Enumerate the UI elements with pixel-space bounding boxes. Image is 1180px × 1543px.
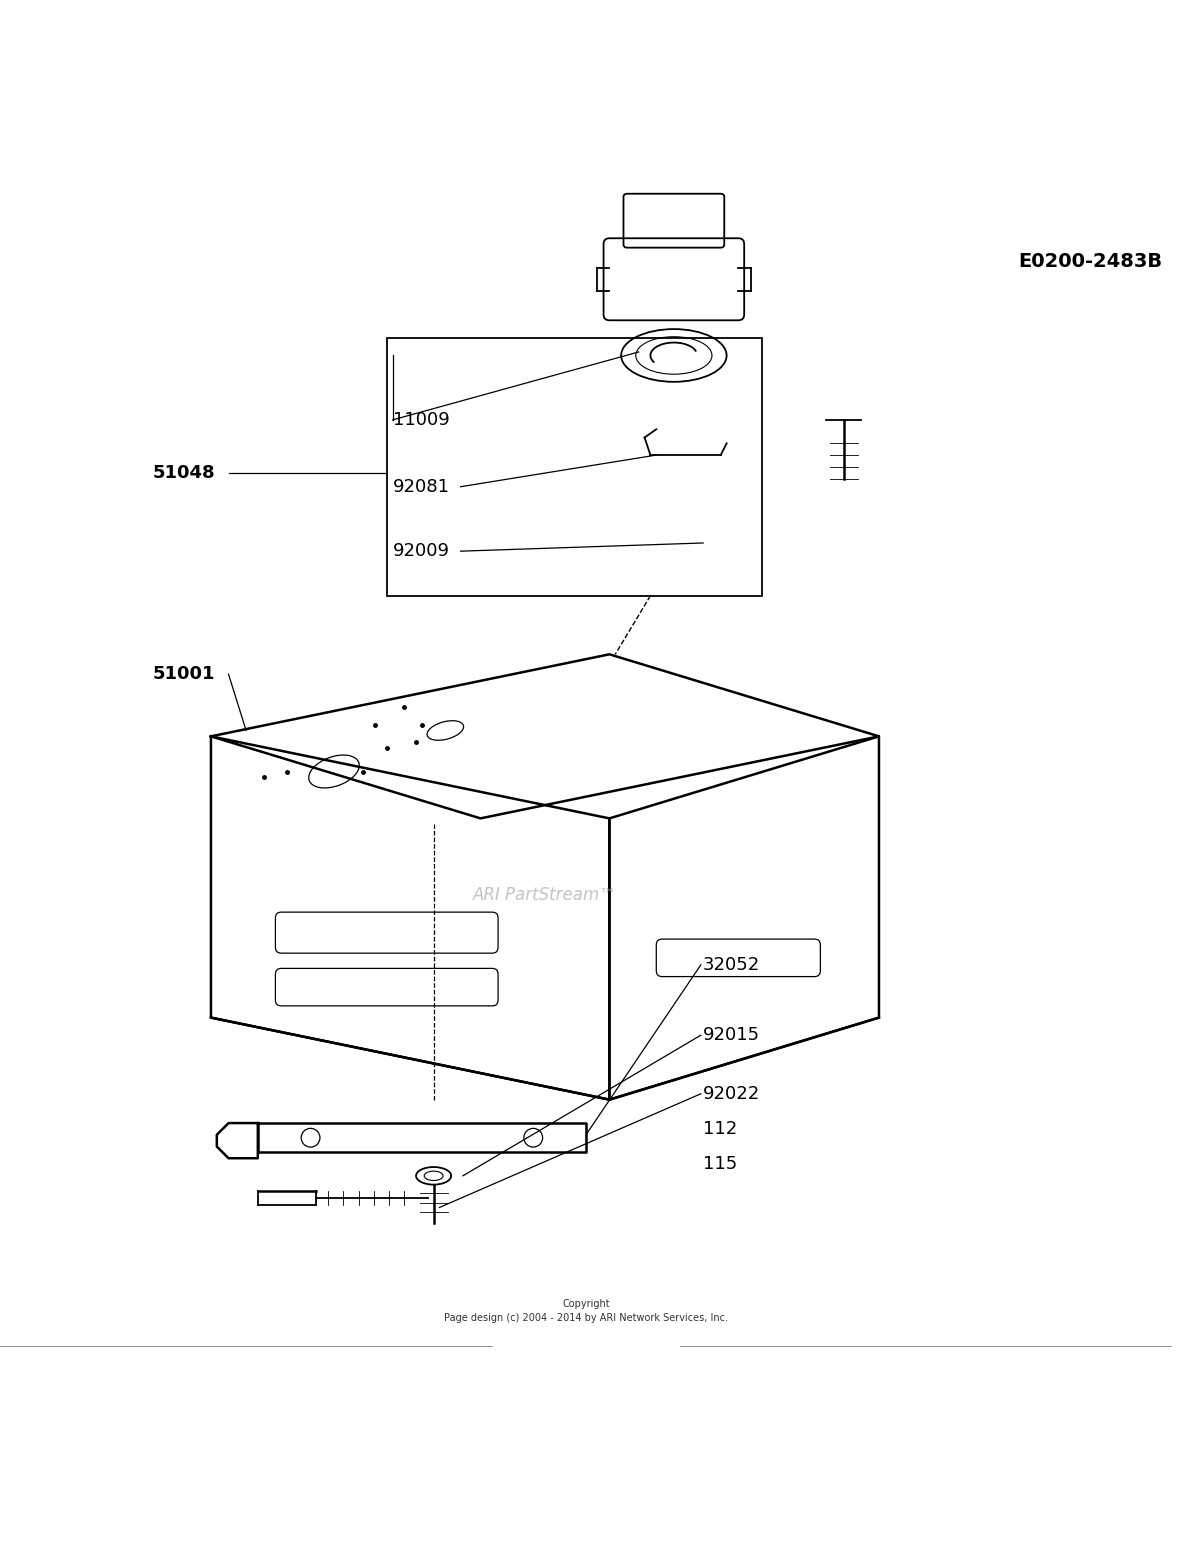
Text: E0200-2483B: E0200-2483B [1018,252,1162,272]
Text: 92022: 92022 [703,1085,760,1103]
Text: 92015: 92015 [703,1026,760,1045]
Text: 92081: 92081 [393,478,450,495]
Text: 112: 112 [703,1120,738,1137]
Bar [387,338,762,596]
Text: 11009: 11009 [393,410,450,429]
Text: 115: 115 [703,1156,738,1173]
Text: 51001: 51001 [152,665,215,684]
Text: 51048: 51048 [152,463,215,481]
Text: 92009: 92009 [393,542,450,560]
Text: Copyright
Page design (c) 2004 - 2014 by ARI Network Services, Inc.: Copyright Page design (c) 2004 - 2014 by… [444,1299,728,1322]
Text: ARI PartStream™: ARI PartStream™ [473,886,617,904]
Text: 32052: 32052 [703,955,760,974]
